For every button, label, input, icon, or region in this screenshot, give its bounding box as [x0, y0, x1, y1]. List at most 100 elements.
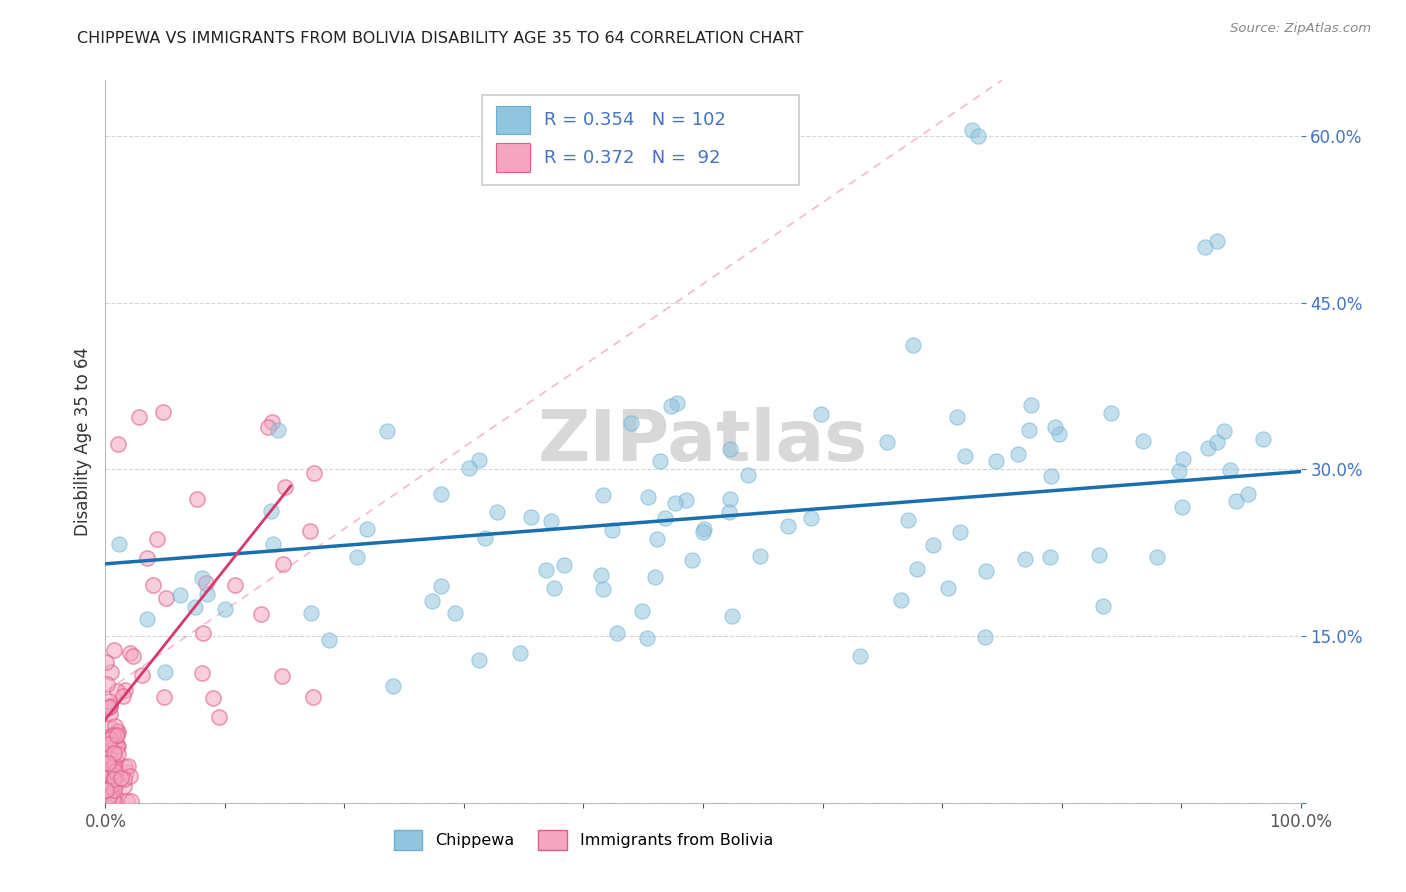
Point	[257, 419, 280, 434]
Point	[98, 707, 121, 722]
Text: R = 0.372   N =  92: R = 0.372 N = 92	[544, 149, 720, 167]
Point	[94, 655, 117, 669]
Point	[101, 793, 124, 807]
Point	[224, 578, 246, 592]
Point	[543, 582, 565, 596]
Point	[114, 764, 136, 779]
Point	[1194, 240, 1216, 254]
Point	[250, 607, 273, 621]
Point	[98, 699, 121, 714]
Point	[486, 505, 509, 519]
Point	[112, 772, 135, 787]
Point	[1213, 425, 1236, 439]
Point	[98, 700, 121, 714]
Point	[271, 668, 294, 682]
Point	[897, 513, 920, 527]
Point	[135, 551, 157, 566]
Point	[107, 739, 129, 753]
Point	[104, 788, 127, 802]
Point	[540, 514, 562, 528]
Point	[101, 728, 124, 742]
Point	[1099, 406, 1122, 420]
Point	[103, 769, 125, 783]
Point	[112, 780, 135, 794]
Point	[186, 492, 208, 507]
Point	[104, 760, 127, 774]
Point	[659, 399, 682, 413]
Point	[191, 625, 214, 640]
Point	[103, 783, 125, 797]
Point	[468, 453, 491, 467]
Point	[553, 558, 575, 573]
Point	[444, 606, 467, 620]
Point	[104, 736, 127, 750]
Point	[949, 524, 972, 539]
Point	[430, 579, 453, 593]
Point	[117, 759, 139, 773]
Point	[98, 698, 121, 713]
Point	[195, 587, 218, 601]
Point	[675, 492, 697, 507]
Point	[318, 632, 340, 647]
Point	[986, 454, 1008, 468]
Point	[905, 562, 928, 576]
Point	[664, 495, 686, 509]
Text: ZIPatlas: ZIPatlas	[538, 407, 868, 476]
Point	[953, 450, 976, 464]
Point	[96, 677, 118, 691]
Point	[98, 744, 121, 758]
Point	[644, 570, 666, 584]
Point	[299, 607, 322, 621]
Point	[1047, 426, 1070, 441]
Point	[1251, 432, 1274, 446]
Point	[1019, 398, 1042, 412]
Point	[592, 582, 614, 596]
Point	[128, 409, 150, 424]
Point	[960, 123, 983, 137]
Point	[974, 564, 997, 578]
Point	[155, 591, 177, 606]
Point	[1146, 549, 1168, 564]
Point	[100, 786, 122, 800]
Legend: Chippewa, Immigrants from Bolivia: Chippewa, Immigrants from Bolivia	[387, 824, 780, 856]
Point	[112, 690, 135, 704]
Point	[420, 594, 443, 608]
Point	[534, 563, 557, 577]
Point	[118, 647, 141, 661]
Point	[876, 434, 898, 449]
Point	[720, 442, 742, 456]
Point	[105, 776, 128, 790]
Point	[262, 537, 284, 551]
Point	[96, 735, 118, 749]
Point	[97, 749, 120, 764]
Point	[153, 690, 176, 704]
Point	[98, 731, 121, 746]
Point	[1087, 548, 1109, 562]
Point	[1039, 468, 1062, 483]
Point	[105, 724, 128, 739]
Point	[146, 533, 169, 547]
Point	[96, 701, 118, 715]
Point	[592, 487, 614, 501]
Point	[718, 505, 741, 519]
Point	[1091, 599, 1114, 614]
Point	[648, 453, 671, 467]
Point	[967, 128, 990, 143]
Point	[849, 649, 872, 664]
Point	[94, 747, 117, 762]
Point	[104, 764, 127, 778]
Point	[104, 718, 127, 732]
Point	[520, 510, 543, 524]
Point	[97, 693, 120, 707]
FancyBboxPatch shape	[482, 95, 799, 185]
Point	[97, 763, 120, 777]
Point	[100, 779, 122, 793]
Point	[97, 730, 120, 744]
Point	[103, 757, 125, 772]
Point	[97, 756, 120, 770]
Point	[946, 409, 969, 424]
Point	[681, 553, 703, 567]
Point	[800, 510, 823, 524]
Point	[153, 665, 176, 679]
Point	[107, 747, 129, 762]
